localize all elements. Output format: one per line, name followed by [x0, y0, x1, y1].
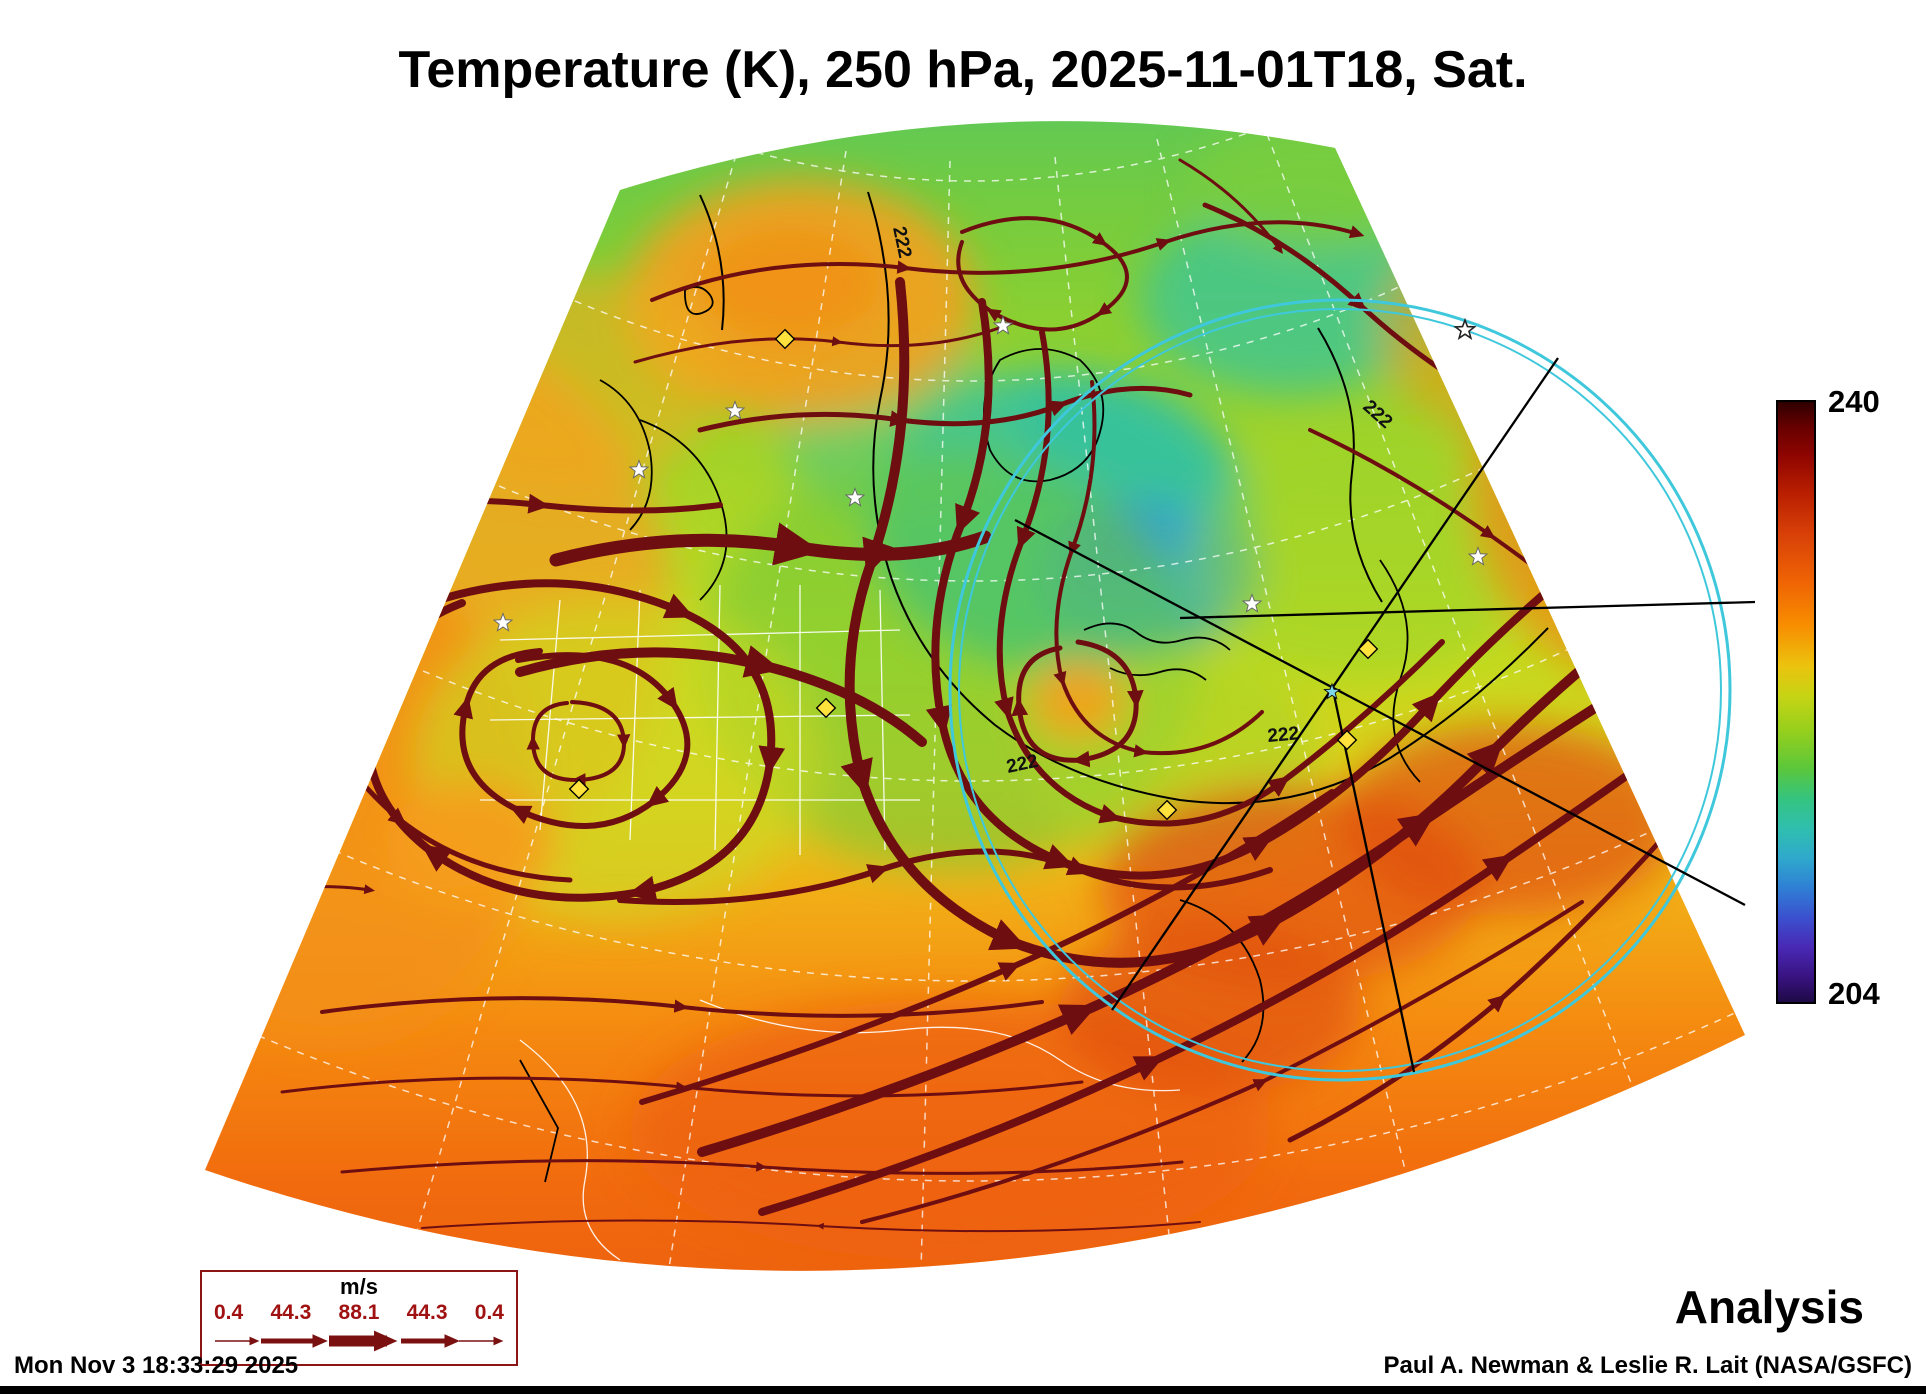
- analysis-label: Analysis: [1674, 1281, 1864, 1333]
- streamline: [280, 1076, 1084, 1098]
- streamline: [758, 688, 1745, 1216]
- streamline: [320, 996, 1044, 1018]
- streamline: [253, 594, 415, 612]
- creation-timestamp: Mon Nov 3 18:33:29 2025: [14, 1352, 299, 1379]
- wind-legend-value: 0.4: [214, 1301, 244, 1324]
- colorbar-max-label: 240: [1828, 384, 1880, 419]
- bottom-divider-bar: [0, 1386, 1926, 1394]
- streamline: [639, 789, 1335, 1105]
- cross-track-lines: [1014, 357, 1756, 1073]
- colorbar-min-label: 204: [1828, 976, 1880, 1011]
- streamline: [697, 385, 1193, 433]
- streamline: [1287, 827, 1673, 1143]
- wind-legend-value: 44.3: [406, 1301, 448, 1324]
- chart-title: Temperature (K), 250 hPa, 2025-11-01T18,…: [398, 41, 1528, 99]
- wind-streamlines: [238, 158, 1745, 1233]
- wind-legend-value: 0.4: [474, 1301, 504, 1324]
- wind-legend-value: 44.3: [270, 1301, 312, 1324]
- streamline: [421, 1219, 1201, 1233]
- wind-legend-arrow: [215, 1330, 504, 1352]
- streamline: [340, 1159, 1184, 1175]
- wind-legend-value: 88.1: [338, 1301, 380, 1324]
- temperature-colorbar: [1776, 400, 1816, 1004]
- streamline: [956, 216, 1129, 332]
- ground-track-circle: [948, 298, 1732, 1082]
- wind-legend-values: 0.4 44.3 88.1 44.3 0.4: [202, 1301, 516, 1325]
- wind-speed-legend: m/s 0.4 44.3 88.1 44.3 0.4: [200, 1270, 518, 1366]
- streamline: [278, 450, 457, 472]
- credit-text: Paul A. Newman & Leslie R. Lait (NASA/GS…: [1383, 1352, 1912, 1379]
- streamline: [1053, 380, 1264, 758]
- streamline: [860, 900, 1584, 1224]
- wind-legend-units: m/s: [340, 1274, 378, 1299]
- streamline: [1011, 639, 1144, 768]
- contour-label: 222: [1267, 723, 1300, 747]
- streamline: [633, 320, 1017, 364]
- streamline: [994, 329, 1445, 827]
